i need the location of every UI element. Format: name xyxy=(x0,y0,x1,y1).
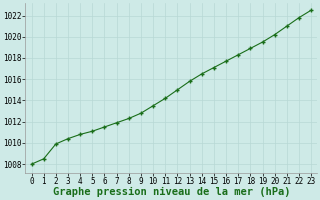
X-axis label: Graphe pression niveau de la mer (hPa): Graphe pression niveau de la mer (hPa) xyxy=(52,187,290,197)
